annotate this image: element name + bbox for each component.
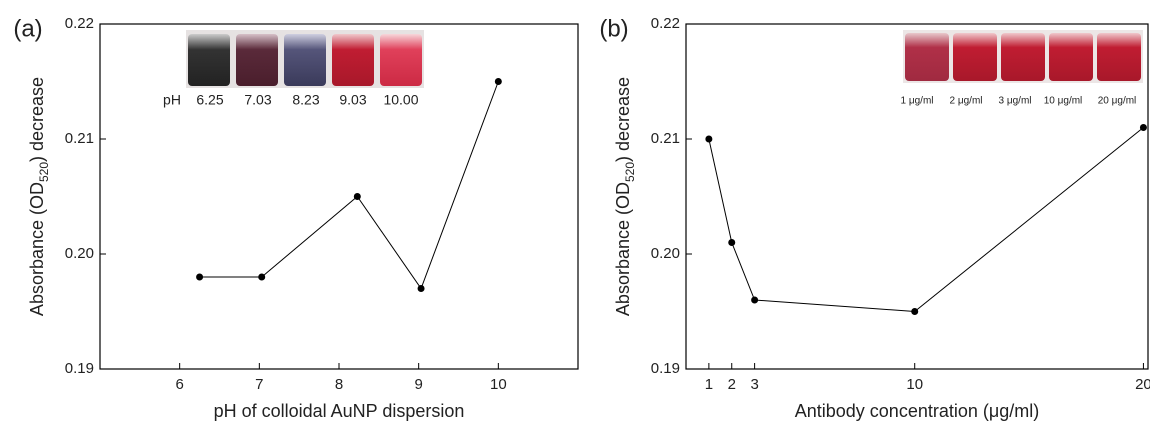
inset-label: 8.23 xyxy=(292,92,319,108)
x-tick-label: 7 xyxy=(255,376,263,393)
panel-label: (b) xyxy=(599,15,628,42)
y-axis-label: Absorbance (OD520) decrease xyxy=(27,77,51,316)
x-tick-label: 9 xyxy=(414,376,422,393)
y-tick-label: 0.21 xyxy=(65,130,94,147)
point xyxy=(258,273,266,281)
x-tick-label: 10 xyxy=(490,376,507,393)
y-axis-label-part: ) decrease xyxy=(27,77,47,162)
line xyxy=(199,81,499,290)
x-tick-label: 10 xyxy=(906,376,923,393)
point xyxy=(705,135,713,143)
x-tick-label: 3 xyxy=(750,376,758,393)
x-tick-label: 20 xyxy=(1135,376,1150,393)
x-tick-label: 8 xyxy=(335,376,343,393)
inset-label: 7.03 xyxy=(244,92,271,108)
x-tick-label: 2 xyxy=(728,376,736,393)
inset-label: 10 μg/ml xyxy=(1044,96,1083,107)
y-axis-label-part: 520 xyxy=(37,162,51,182)
point xyxy=(196,273,204,281)
y-axis-label-part: Absorbance (OD xyxy=(27,182,47,316)
point xyxy=(728,239,736,246)
inset-label: 6.25 xyxy=(196,92,223,108)
inset-label: 10.00 xyxy=(383,92,418,108)
plot-frame xyxy=(685,23,1149,370)
point xyxy=(911,308,919,315)
point xyxy=(494,78,502,85)
inset-photo-a xyxy=(186,30,424,88)
inset-label: 20 μg/ml xyxy=(1098,96,1137,107)
point xyxy=(1139,124,1147,131)
inset-title: pH xyxy=(163,92,181,108)
x-axis-label: pH of colloidal AuNP dispersion xyxy=(214,401,465,421)
y-tick-label: 0.21 xyxy=(651,130,680,147)
point xyxy=(353,193,361,200)
inset-photo-b xyxy=(903,30,1143,83)
inset-label: 2 μg/ml xyxy=(950,96,983,107)
y-tick-label: 0.19 xyxy=(651,360,680,377)
y-tick-label: 0.22 xyxy=(651,15,680,32)
panel-label: (a) xyxy=(13,15,42,42)
inset-label: 3 μg/ml xyxy=(999,96,1032,107)
y-tick-label: 0.22 xyxy=(65,15,94,32)
point xyxy=(751,296,759,304)
x-axis-label: Antibody concentration (μg/ml) xyxy=(795,401,1040,421)
y-tick-label: 0.20 xyxy=(651,245,680,262)
y-axis-label-part: 520 xyxy=(623,162,637,182)
y-axis-label: Absorbance (OD520) decrease xyxy=(613,77,637,316)
point xyxy=(417,285,425,292)
y-tick-label: 0.19 xyxy=(65,360,94,377)
inset-label: 9.03 xyxy=(339,92,366,108)
x-tick-label: 1 xyxy=(705,376,713,393)
y-tick-label: 0.20 xyxy=(65,245,94,262)
y-axis-label-part: ) decrease xyxy=(613,77,633,162)
line xyxy=(708,127,1144,313)
x-tick-label: 6 xyxy=(175,376,183,393)
inset-label: 1 μg/ml xyxy=(901,96,934,107)
y-axis-label-part: Absorbance (OD xyxy=(613,182,633,316)
